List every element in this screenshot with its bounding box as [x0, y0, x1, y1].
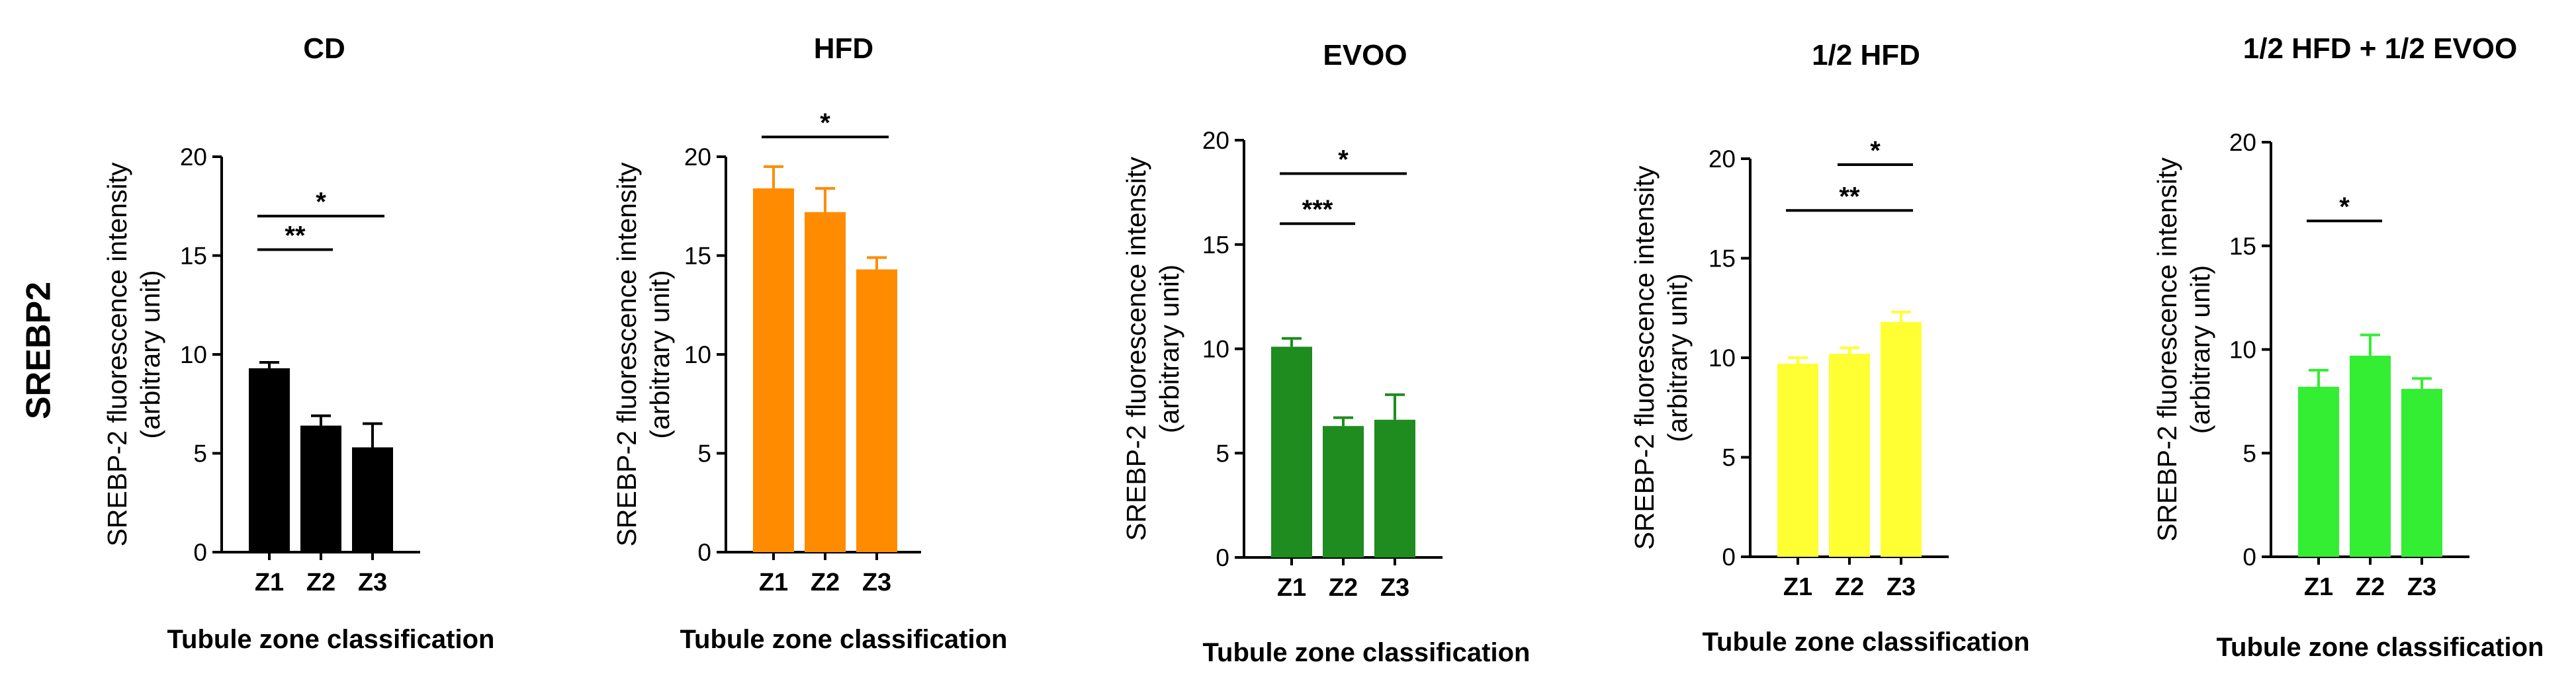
x-tick-label: Z2	[1329, 574, 1358, 602]
chart-panel: EVOO SREBP-2 fluorescence intensity (arbit…	[1121, 39, 1531, 667]
bar	[2401, 389, 2442, 557]
y-axis-label: SREBP-2 fluorescence intensity	[1121, 156, 1151, 541]
y-tick-label: 20	[1202, 127, 1229, 154]
y-tick-label: 5	[1216, 440, 1229, 467]
y-tick-label: 10	[2229, 337, 2256, 364]
y-axis-label: SREBP-2 fluorescence intensity	[1629, 165, 1660, 550]
y-tick-label: 15	[180, 243, 207, 270]
x-tick-label: Z3	[1380, 574, 1409, 602]
y-tick-label: 20	[2229, 129, 2256, 156]
y-tick-label: 0	[697, 539, 711, 566]
chart-panel: HFD SREBP-2 fluorescence intensity (arbitr…	[611, 32, 1008, 654]
significance-label: *	[316, 188, 326, 217]
significance-label: **	[285, 222, 306, 251]
bar	[1777, 364, 1818, 557]
y-axis-label-unit: (arbitrary unit)	[2185, 265, 2215, 434]
x-axis-label: Tubule zone classification	[1203, 638, 1531, 667]
y-tick-label: 0	[1216, 544, 1229, 571]
x-tick-label: Z2	[1835, 573, 1864, 601]
y-tick-label: 5	[1722, 444, 1736, 471]
y-tick-label: 20	[1709, 145, 1736, 173]
bar	[2350, 355, 2391, 557]
x-tick-label: Z1	[1277, 574, 1306, 602]
x-axis-label: Tubule zone classification	[680, 625, 1008, 654]
y-tick-label: 0	[2243, 544, 2256, 571]
significance-label: *	[820, 108, 830, 138]
x-tick-label: Z3	[1887, 573, 1916, 601]
y-tick-label: 10	[1709, 345, 1736, 372]
x-tick-label: Z1	[255, 569, 284, 596]
y-tick-label: 20	[684, 143, 711, 171]
x-tick-label: Z2	[2356, 573, 2385, 601]
bar	[1323, 426, 1364, 557]
y-axis-label: SREBP-2 fluorescence intensity	[2152, 157, 2182, 542]
chart-title: 1/2 HFD + 1/2 EVOO	[2243, 32, 2518, 65]
x-tick-label: Z2	[811, 569, 840, 596]
y-tick-label: 5	[2243, 440, 2256, 467]
y-tick-label: 20	[180, 143, 207, 171]
y-tick-label: 10	[684, 341, 711, 368]
x-axis-label: Tubule zone classification	[2217, 633, 2544, 662]
chart-panel: 1/2 HFD SREBP-2 fluorescence intensity (ar…	[1629, 39, 2030, 657]
bar	[300, 425, 341, 552]
bar	[856, 269, 897, 552]
y-tick-label: 10	[180, 341, 207, 368]
x-axis-label: Tubule zone classification	[1703, 628, 2030, 657]
significance-label: *	[1338, 145, 1349, 174]
significance-label: *	[1870, 136, 1881, 165]
y-tick-label: 15	[684, 243, 711, 270]
y-tick-label: 15	[1709, 245, 1736, 272]
row-label: SREBP2	[20, 282, 58, 419]
y-axis-label-unit: (arbitrary unit)	[135, 270, 165, 438]
chart-title: CD	[303, 32, 345, 65]
bar	[1881, 321, 1922, 557]
y-axis-label-unit: (arbitrary unit)	[1154, 265, 1184, 433]
y-tick-label: 5	[193, 440, 207, 468]
y-axis-label-unit: (arbitrary unit)	[644, 270, 675, 438]
bar	[1271, 346, 1312, 557]
chart-title: HFD	[814, 32, 873, 65]
bar	[2298, 386, 2339, 557]
x-tick-label: Z3	[862, 569, 891, 596]
bar	[753, 188, 794, 553]
x-tick-label: Z1	[759, 569, 788, 596]
x-tick-label: Z1	[1783, 573, 1812, 601]
y-axis-label: SREBP-2 fluorescence intensity	[102, 162, 132, 547]
significance-label: **	[1839, 182, 1860, 211]
y-tick-label: 15	[1202, 231, 1229, 259]
x-tick-label: Z1	[2304, 573, 2333, 601]
x-axis-label: Tubule zone classification	[167, 625, 495, 654]
y-tick-label: 0	[1722, 544, 1736, 571]
chart-title: EVOO	[1323, 39, 1407, 71]
bar	[352, 447, 393, 552]
bar	[249, 368, 290, 552]
bar	[805, 212, 846, 553]
x-tick-label: Z3	[2407, 573, 2436, 601]
significance-label: ***	[1302, 195, 1333, 224]
y-axis-label-unit: (arbitrary unit)	[1662, 273, 1693, 442]
x-tick-label: Z2	[306, 569, 335, 596]
x-tick-label: Z3	[358, 569, 387, 596]
y-tick-label: 15	[2229, 233, 2256, 260]
chart-panel: 1/2 HFD + 1/2 EVOO SREBP-2 fluorescence i…	[2152, 32, 2544, 662]
chart-panel: CD SREBP-2 fluorescence intensity (arbitra…	[102, 32, 495, 654]
y-tick-label: 0	[193, 539, 207, 566]
chart-title: 1/2 HFD	[1812, 39, 1920, 71]
bar	[1374, 419, 1415, 557]
bar	[1829, 353, 1870, 557]
y-tick-label: 5	[697, 440, 711, 468]
y-tick-label: 10	[1202, 336, 1229, 363]
y-axis-label: SREBP-2 fluorescence intensity	[611, 162, 642, 547]
significance-label: *	[2339, 192, 2350, 222]
